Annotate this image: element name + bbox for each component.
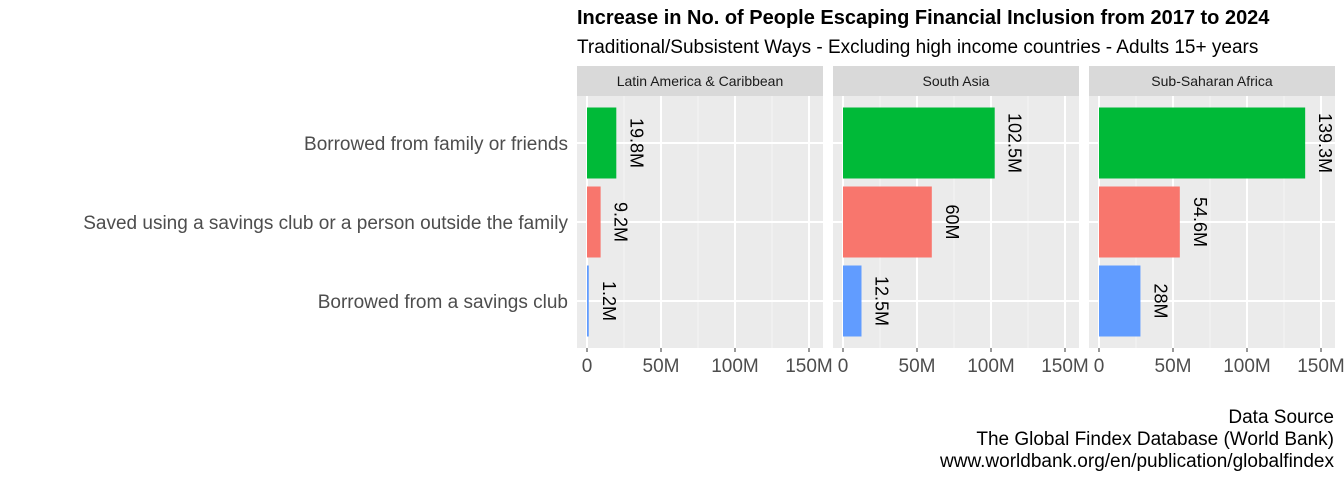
x-tick-label: 100M [1223,356,1271,377]
x-tick-label: 150M [785,356,833,377]
bar [587,107,617,179]
facet-strip-label: South Asia [923,73,990,89]
x-tick-label: 50M [643,356,680,377]
chart-title: Increase in No. of People Escaping Finan… [577,7,1270,29]
bar [587,265,589,337]
bar-value-label: 139.3M [1315,113,1335,173]
x-tick-label: 0 [582,356,593,377]
bar-value-label: 54.6M [1190,197,1210,247]
bar-value-label: 60M [942,204,962,239]
x-tick-label: 100M [711,356,759,377]
bar [587,186,601,258]
facet-strip-label: Sub-Saharan Africa [1151,73,1273,89]
caption-line: www.worldbank.org/en/publication/globalf… [939,451,1334,472]
category-label: Borrowed from family or friends [304,134,568,155]
category-labels: Borrowed from family or friends Saved usi… [83,134,568,313]
caption-line: The Global Findex Database (World Bank) [976,429,1334,450]
x-tick-label: 100M [967,356,1015,377]
chart-subtitle: Traditional/Subsistent Ways - Excluding … [577,37,1258,58]
bar [843,186,932,258]
category-label: Saved using a savings club or a person o… [83,213,568,234]
x-tick-label: 0 [838,356,849,377]
bar [1099,107,1306,179]
bar-value-label: 102.5M [1005,113,1025,173]
bar [1099,186,1180,258]
bar-value-label: 1.2M [599,281,619,321]
x-tick-label: 150M [1297,356,1344,377]
facet-panel: Latin America & Caribbean 19.8M 9.2M 1.2M 0 5… [577,66,833,377]
facet-strip [577,66,823,96]
facet-strip-label: Latin America & Caribbean [617,73,784,89]
bar-value-label: 9.2M [611,202,631,242]
bar [843,107,995,179]
category-label: Borrowed from a savings club [318,292,568,313]
x-tick-label: 50M [1155,356,1192,377]
facet-strip [833,66,1079,96]
bar-value-label: 12.5M [872,276,892,326]
caption-line: Data Source [1228,407,1334,428]
facet-strip [1089,66,1335,96]
bar [843,265,862,337]
bar-value-label: 19.8M [626,118,646,168]
x-tick-label: 50M [899,356,936,377]
facet-panel: South Asia 102.5M 60M 12.5M 0 50M 100M 150M [833,66,1089,377]
x-tick-label: 150M [1041,356,1089,377]
facet-panels: Latin America & Caribbean 19.8M 9.2M 1.2M 0 5… [577,66,1344,377]
facet-panel: Sub-Saharan Africa 139.3M 54.6M 28M 0 50M 100M… [1089,66,1344,377]
bar [1099,265,1141,337]
bar-value-label: 28M [1150,283,1170,318]
x-tick-label: 0 [1094,356,1105,377]
